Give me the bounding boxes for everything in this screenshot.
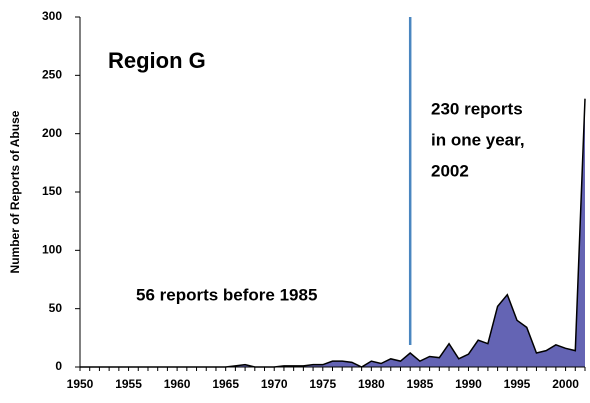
y-tick-label: 250 — [42, 68, 62, 82]
x-tick-label: 1985 — [407, 377, 434, 391]
x-tick-label: 1950 — [67, 377, 94, 391]
x-tick-label: 1975 — [309, 377, 336, 391]
annotation: 230 reports — [431, 99, 523, 118]
x-tick-label: 1960 — [164, 377, 191, 391]
x-tick-label: 1970 — [261, 377, 288, 391]
y-tick-label: 200 — [42, 126, 62, 140]
x-tick-label: 2000 — [552, 377, 579, 391]
x-tick-label: 1980 — [358, 377, 385, 391]
annotation: in one year, — [431, 130, 525, 149]
x-tick-label: 1990 — [455, 377, 482, 391]
x-tick-label: 1995 — [504, 377, 531, 391]
y-tick-label: 300 — [42, 9, 62, 23]
annotation: 2002 — [431, 161, 469, 180]
y-tick-label: 150 — [42, 184, 62, 198]
y-tick-label: 100 — [42, 243, 62, 257]
annotation: 56 reports before 1985 — [136, 285, 317, 304]
y-tick-label: 0 — [55, 359, 62, 373]
x-tick-label: 1955 — [115, 377, 142, 391]
y-axis-label: Number of Reports of Abuse — [8, 110, 22, 273]
x-tick-label: 1965 — [212, 377, 239, 391]
y-tick-label: 50 — [49, 301, 63, 315]
chart-title: Region G — [108, 48, 206, 73]
